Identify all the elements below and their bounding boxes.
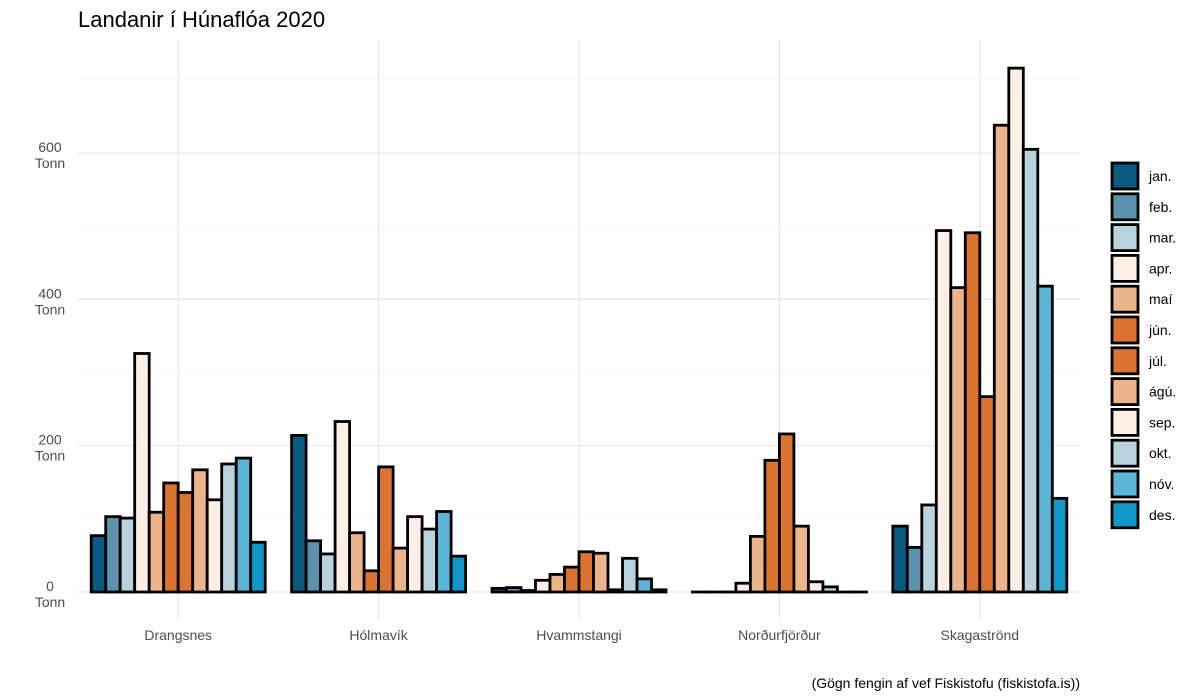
bar-hólmavík-4 xyxy=(333,420,352,594)
legend-key xyxy=(1110,438,1140,468)
bar-hvammstangi-5 xyxy=(548,573,566,594)
y-tick-label: 0 xyxy=(46,578,54,594)
bar-hvammstangi-1 xyxy=(490,586,508,594)
legend-label: júl. xyxy=(1148,353,1167,369)
chart-caption: (Gögn fengin af vef Fiskistofu (fiskisto… xyxy=(812,675,1080,691)
bar-norðurfjörður-9 xyxy=(807,580,825,594)
legend-label: jún. xyxy=(1148,322,1172,338)
x-tick-label: Hvammstangi xyxy=(536,627,622,643)
bar-hvammstangi-6 xyxy=(563,565,581,594)
bar-drangsnes-6 xyxy=(162,481,180,594)
bar-hólmavík-8 xyxy=(391,546,410,594)
bars xyxy=(89,66,1069,594)
bar-hólmavík-11 xyxy=(435,510,453,594)
legend-key xyxy=(1110,469,1140,499)
legend-key xyxy=(1110,161,1140,191)
legend-key xyxy=(1110,346,1140,376)
legend-label: ágú. xyxy=(1149,384,1176,400)
bar-skagaströnd-6 xyxy=(963,231,982,594)
bar-hvammstangi-10 xyxy=(621,556,639,594)
bar-hólmavík-3 xyxy=(319,552,337,594)
bar-drangsnes-4 xyxy=(133,352,151,594)
bar-hólmavík-9 xyxy=(406,515,424,594)
bar-drangsnes-11 xyxy=(234,456,253,594)
bar-drangsnes-7 xyxy=(176,491,195,594)
bar-skagaströnd-8 xyxy=(992,123,1011,594)
bar-skagaströnd-5 xyxy=(949,286,967,594)
x-axis-ticks: Drangsnes Hólmavík Hvammstangi Norðurfjörðu… xyxy=(144,627,1019,643)
bar-skagaströnd-2 xyxy=(905,545,924,594)
legend: jan. feb. mar. apr. maí jún. júl. ágú. sep. okt. n… xyxy=(1110,161,1176,530)
bar-skagaströnd-9 xyxy=(1007,66,1025,594)
legend-label: maí xyxy=(1149,291,1172,307)
y-tick-label: 600 xyxy=(38,139,62,155)
legend-key xyxy=(1110,377,1140,407)
x-tick-label: Drangsnes xyxy=(144,627,212,643)
legend-label: apr. xyxy=(1149,260,1172,276)
bar-hólmavík-5 xyxy=(348,531,366,594)
y-tick-unit: Tonn xyxy=(35,594,65,610)
legend-label: mar. xyxy=(1149,230,1176,246)
bar-drangsnes-8 xyxy=(191,468,209,594)
y-tick-unit: Tonn xyxy=(35,155,65,171)
bar-hvammstangi-11 xyxy=(635,577,653,594)
legend-key xyxy=(1110,253,1140,283)
x-tick-label: Norðurfjörður xyxy=(738,627,821,643)
legend-label: feb. xyxy=(1149,199,1172,215)
bar-hvammstangi-4 xyxy=(534,578,552,594)
bar-hvammstangi-8 xyxy=(592,551,610,594)
legend-label: jan. xyxy=(1148,168,1172,184)
bar-norðurfjörður-10 xyxy=(821,585,839,594)
legend-label: nóv. xyxy=(1149,476,1174,492)
bar-drangsnes-5 xyxy=(147,510,166,594)
y-tick-label: 200 xyxy=(38,432,62,448)
bar-norðurfjörður-4 xyxy=(734,581,752,594)
legend-key xyxy=(1110,315,1140,345)
legend-key xyxy=(1110,192,1140,222)
bar-drangsnes-9 xyxy=(205,498,224,594)
legend-label: okt. xyxy=(1149,445,1172,461)
y-tick-unit: Tonn xyxy=(35,301,65,317)
legend-label: des. xyxy=(1149,507,1175,523)
legend-key xyxy=(1110,500,1140,530)
legend-key xyxy=(1110,223,1140,253)
bar-hólmavík-7 xyxy=(377,465,395,594)
bar-hólmavík-10 xyxy=(420,527,439,594)
legend-key xyxy=(1110,407,1140,437)
bar-skagaströnd-11 xyxy=(1036,284,1054,594)
bar-skagaströnd-3 xyxy=(920,503,938,594)
bar-hólmavík-2 xyxy=(304,539,323,594)
y-tick-unit: Tonn xyxy=(35,448,65,464)
bar-skagaströnd-12 xyxy=(1050,496,1069,594)
chart-title: Landanir í Húnaflóa 2020 xyxy=(78,7,325,32)
bar-norðurfjörður-6 xyxy=(763,458,781,594)
bar-norðurfjörður-7 xyxy=(778,432,796,594)
bar-hvammstangi-9 xyxy=(606,588,624,594)
bar-skagaströnd-4 xyxy=(934,229,953,594)
bar-drangsnes-10 xyxy=(220,462,238,594)
bar-drangsnes-2 xyxy=(104,515,122,594)
bar-norðurfjörður-8 xyxy=(792,524,810,594)
legend-label: sep. xyxy=(1149,414,1175,430)
bar-skagaströnd-1 xyxy=(891,524,909,594)
bar-hvammstangi-12 xyxy=(650,588,668,594)
bar-hólmavík-1 xyxy=(290,434,308,594)
legend-key xyxy=(1110,284,1140,314)
x-tick-label: Skagaströnd xyxy=(940,627,1019,643)
y-tick-label: 400 xyxy=(38,285,62,301)
bar-skagaströnd-7 xyxy=(978,395,996,594)
x-tick-label: Hólmavík xyxy=(349,627,408,643)
bar-hvammstangi-2 xyxy=(505,586,523,594)
bar-hvammstangi-7 xyxy=(577,550,595,594)
bar-hvammstangi-3 xyxy=(519,589,537,594)
bar-drangsnes-3 xyxy=(118,516,137,594)
bar-hólmavík-6 xyxy=(362,569,381,594)
bar-norðurfjörður-5 xyxy=(749,534,767,594)
bar-drangsnes-1 xyxy=(89,534,108,594)
bar-skagaströnd-10 xyxy=(1021,147,1040,594)
bar-drangsnes-12 xyxy=(249,540,267,594)
bar-hólmavík-12 xyxy=(449,554,468,594)
